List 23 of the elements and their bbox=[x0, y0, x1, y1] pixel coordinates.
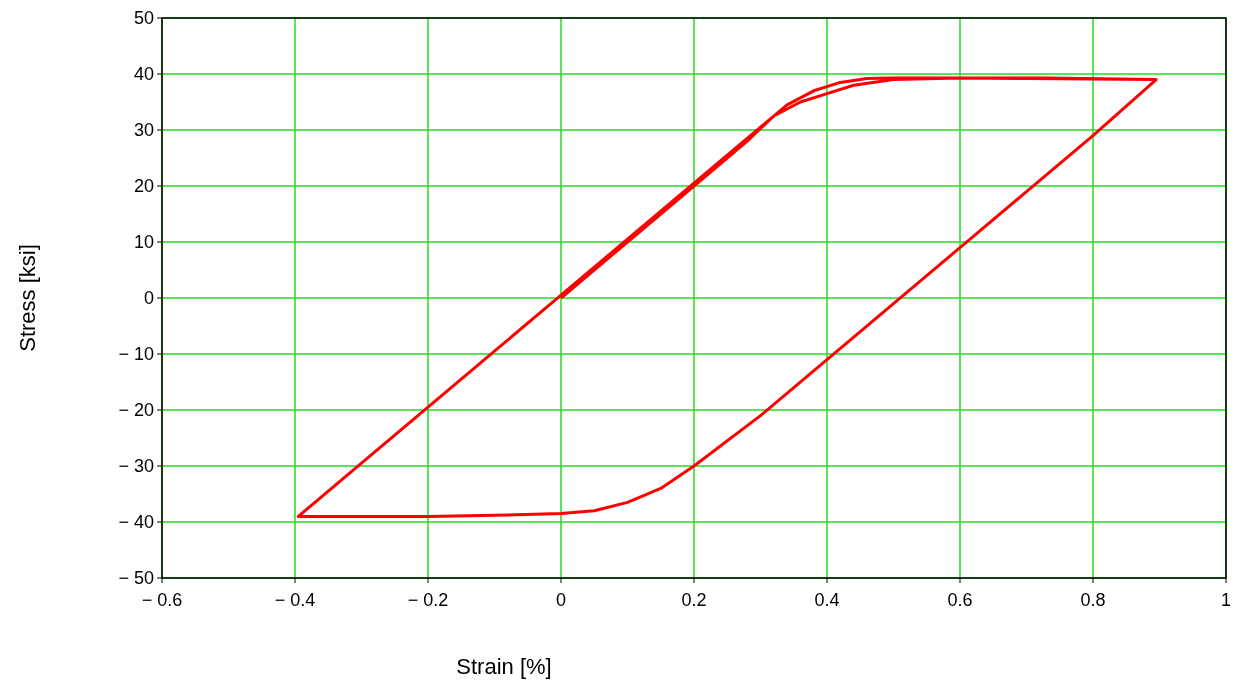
y-tick-label: − 40 bbox=[118, 512, 154, 533]
y-tick-label: 40 bbox=[133, 64, 154, 85]
y-tick-label: 50 bbox=[133, 8, 154, 29]
x-tick-label: − 0.6 bbox=[141, 590, 183, 610]
y-tick-label: 10 bbox=[133, 232, 154, 253]
x-axis-title: Strain [%] bbox=[456, 654, 552, 679]
y-tick-label: − 30 bbox=[118, 456, 154, 477]
x-tick-label: 0.2 bbox=[681, 590, 707, 610]
x-tick-label: 0.4 bbox=[814, 590, 840, 610]
y-tick-label: − 20 bbox=[118, 400, 154, 421]
y-axis-title: Stress [ksi] bbox=[15, 244, 40, 352]
x-tick-label: − 0.2 bbox=[407, 590, 449, 610]
x-tick-label: 0.6 bbox=[947, 590, 973, 610]
y-tick-label: 20 bbox=[133, 176, 154, 197]
line-series bbox=[296, 76, 1158, 518]
y-tick-label: − 10 bbox=[118, 344, 154, 365]
y-tick-label: 0 bbox=[143, 288, 154, 309]
x-tick-label: 0 bbox=[555, 590, 567, 610]
y-tick-label: 30 bbox=[133, 120, 154, 141]
x-tick-label: 1 bbox=[1220, 590, 1232, 610]
x-tick-label: 0.8 bbox=[1080, 590, 1106, 610]
x-tick-label: − 0.4 bbox=[274, 590, 316, 610]
y-tick-label: − 50 bbox=[118, 568, 154, 589]
